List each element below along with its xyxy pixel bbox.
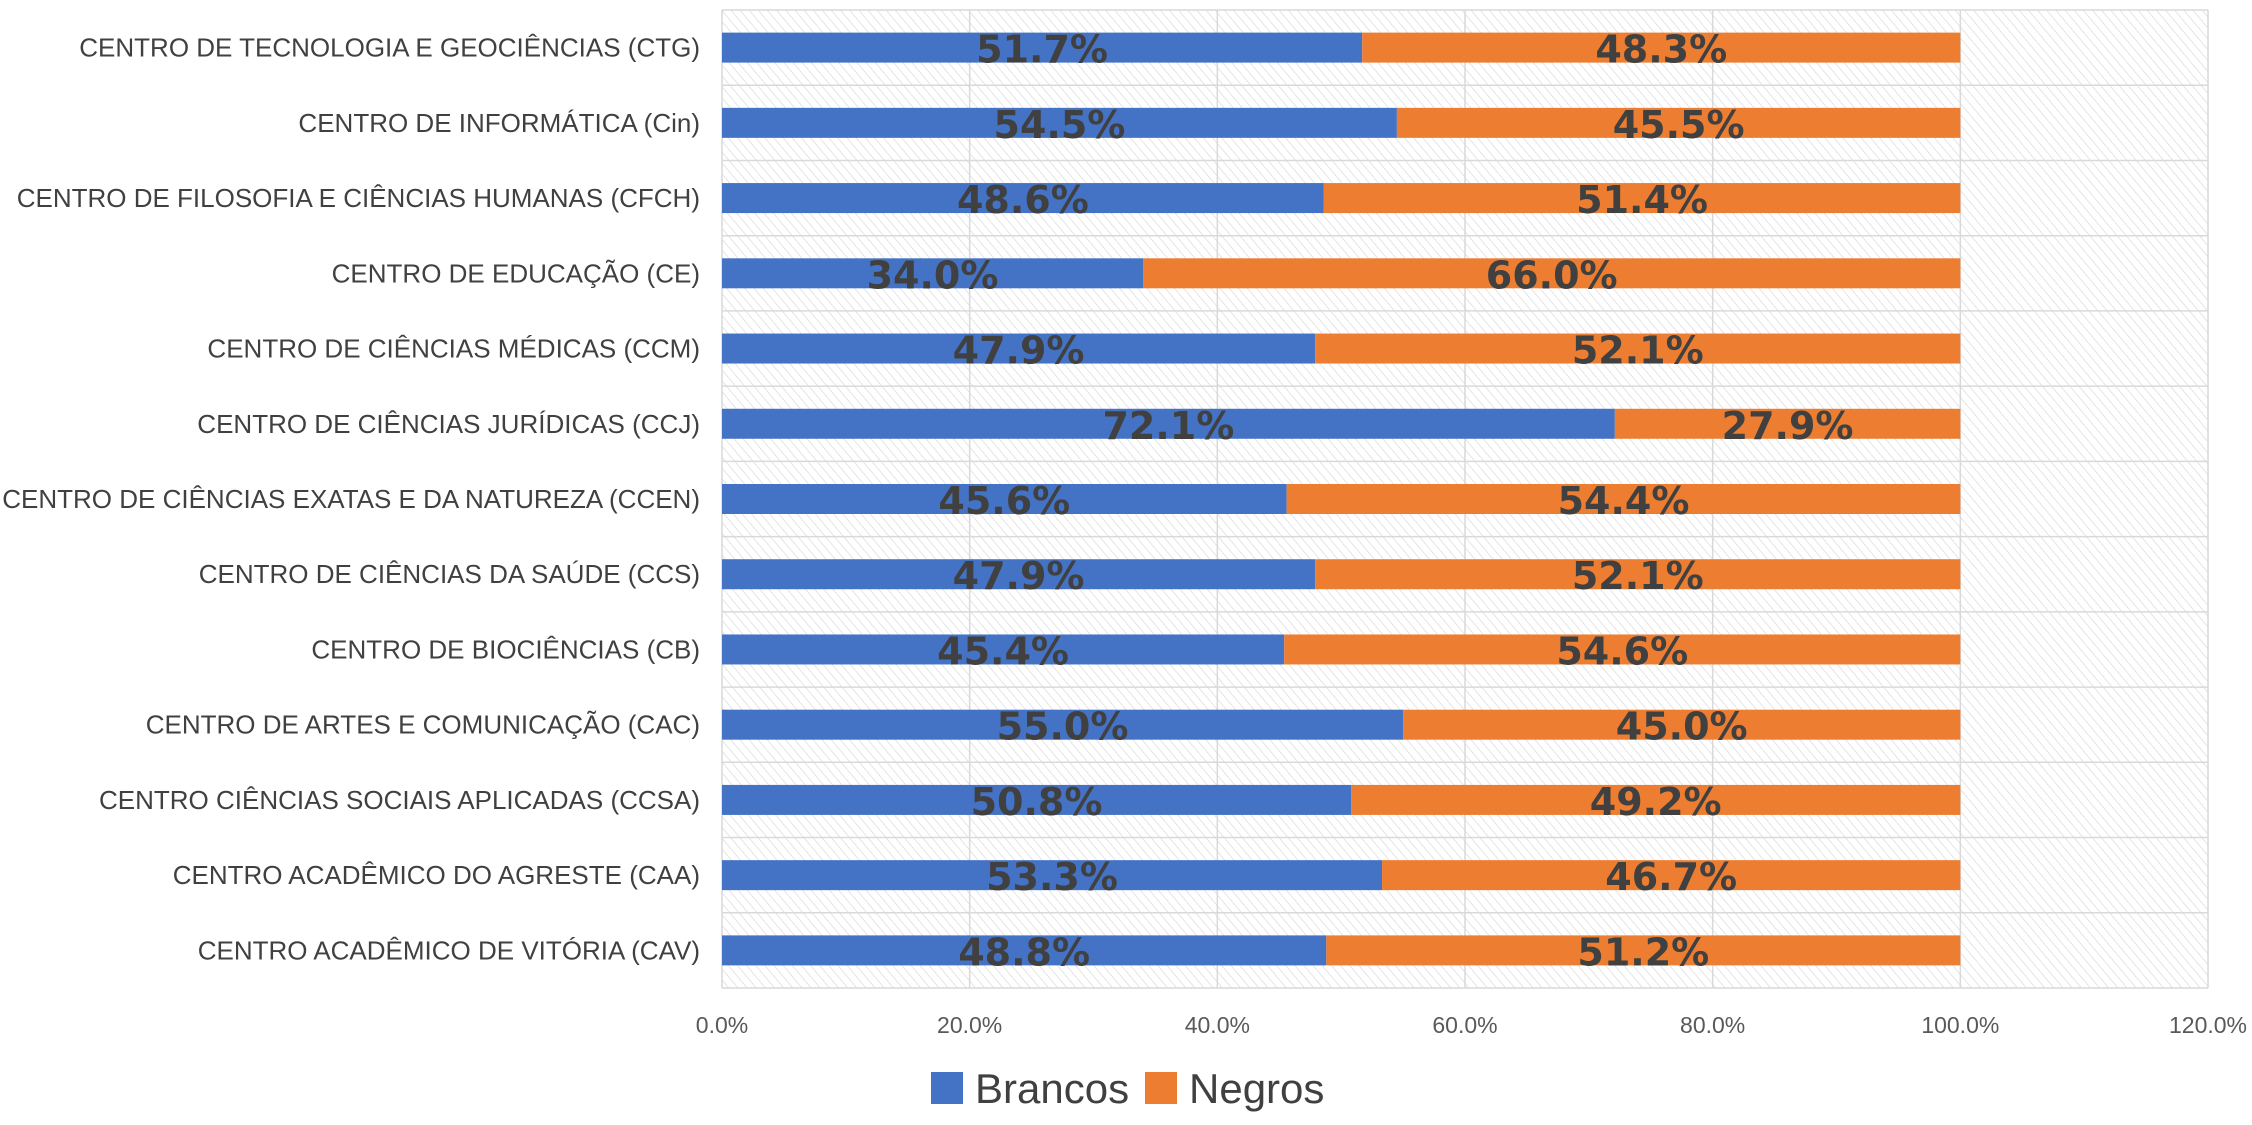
bar-negros bbox=[1315, 559, 1961, 590]
data-label-brancos: 55.0% bbox=[997, 705, 1129, 749]
data-label-brancos: 51.7% bbox=[976, 28, 1108, 72]
x-tick-label: 100.0% bbox=[1921, 1012, 1999, 1038]
bar-negros bbox=[1351, 784, 1961, 815]
category-label: CENTRO DE TECNOLOGIA E GEOCIÊNCIAS (CTG) bbox=[79, 33, 700, 63]
data-label-brancos: 47.9% bbox=[953, 554, 1085, 598]
data-label-negros: 54.6% bbox=[1556, 629, 1688, 673]
data-label-brancos: 47.9% bbox=[953, 329, 1085, 373]
bar-brancos bbox=[722, 559, 1316, 590]
bar-negros bbox=[1326, 935, 1961, 966]
bar-brancos bbox=[722, 634, 1285, 665]
bar-negros bbox=[1284, 634, 1961, 665]
bar-negros bbox=[1362, 32, 1961, 63]
category-label: CENTRO DE BIOCIÊNCIAS (CB) bbox=[311, 634, 700, 664]
data-label-brancos: 45.4% bbox=[937, 629, 1069, 673]
data-label-brancos: 34.0% bbox=[867, 253, 999, 297]
bar-negros bbox=[1382, 860, 1961, 891]
legend-label-negros: Negros bbox=[1189, 1065, 1324, 1112]
bar-brancos bbox=[722, 784, 1352, 815]
data-label-brancos: 45.6% bbox=[938, 479, 1070, 523]
legend-label-brancos: Brancos bbox=[975, 1065, 1129, 1112]
category-label: CENTRO CIÊNCIAS SOCIAIS APLICADAS (CCSA) bbox=[99, 785, 700, 815]
bar-brancos bbox=[722, 484, 1287, 514]
bar-negros bbox=[1315, 333, 1961, 364]
bar-brancos bbox=[722, 709, 1404, 740]
bar-negros bbox=[1286, 484, 1961, 514]
data-label-negros: 48.3% bbox=[1595, 28, 1727, 72]
x-tick-label: 80.0% bbox=[1680, 1012, 1745, 1038]
category-label: CENTRO DE FILOSOFIA E CIÊNCIAS HUMANAS (… bbox=[17, 183, 700, 213]
bar-brancos bbox=[722, 333, 1316, 364]
data-label-negros: 45.0% bbox=[1616, 705, 1748, 749]
bar-negros bbox=[1323, 183, 1961, 214]
bar-brancos bbox=[722, 935, 1327, 966]
x-tick-label: 40.0% bbox=[1185, 1012, 1250, 1038]
data-label-negros: 66.0% bbox=[1486, 253, 1618, 297]
category-label: CENTRO DE EDUCAÇÃO (CE) bbox=[332, 258, 700, 288]
legend-swatch-brancos bbox=[931, 1072, 963, 1104]
data-label-brancos: 48.6% bbox=[957, 178, 1089, 222]
data-label-brancos: 53.3% bbox=[986, 855, 1118, 899]
data-label-negros: 45.5% bbox=[1613, 103, 1745, 147]
data-label-negros: 51.4% bbox=[1576, 178, 1708, 222]
bar-negros bbox=[1143, 258, 1961, 289]
data-label-negros: 51.2% bbox=[1577, 930, 1709, 974]
legend-swatch-negros bbox=[1145, 1072, 1177, 1104]
x-axis-tick-labels: 0.0% 20.0% 40.0% 60.0% 80.0% 100.0% 120.0% bbox=[696, 1012, 2247, 1038]
category-label: CENTRO DE CIÊNCIAS DA SAÚDE (CCS) bbox=[199, 559, 700, 589]
category-label: CENTRO ACADÊMICO DO AGRESTE (CAA) bbox=[173, 860, 700, 890]
bar-brancos bbox=[722, 408, 1615, 439]
data-label-brancos: 54.5% bbox=[994, 103, 1126, 147]
category-label: CENTRO ACADÊMICO DE VITÓRIA (CAV) bbox=[198, 935, 700, 965]
data-label-negros: 46.7% bbox=[1605, 855, 1737, 899]
category-labels: CENTRO DE TECNOLOGIA E GEOCIÊNCIAS (CTG)… bbox=[2, 33, 700, 966]
data-label-brancos: 48.8% bbox=[958, 930, 1090, 974]
bar-brancos bbox=[722, 183, 1324, 214]
bar-brancos bbox=[722, 860, 1383, 891]
bar-negros bbox=[1614, 408, 1961, 439]
bar-brancos bbox=[722, 107, 1397, 138]
bar-negros bbox=[1403, 709, 1961, 740]
bar-brancos bbox=[722, 32, 1363, 63]
bar-brancos bbox=[722, 258, 1144, 289]
category-label: CENTRO DE CIÊNCIAS MÉDICAS (CCM) bbox=[207, 334, 700, 364]
legend: Brancos Negros bbox=[931, 1065, 1324, 1112]
data-label-brancos: 72.1% bbox=[1102, 404, 1234, 448]
x-tick-label: 20.0% bbox=[937, 1012, 1002, 1038]
bars bbox=[722, 32, 1961, 966]
data-label-negros: 54.4% bbox=[1558, 479, 1690, 523]
data-label-brancos: 50.8% bbox=[971, 780, 1103, 824]
data-label-negros: 52.1% bbox=[1572, 554, 1704, 598]
bar-negros bbox=[1396, 107, 1961, 138]
data-labels: 51.7% 48.3% 54.5% 45.5% 48.6% 51.4% 34.0% 66.0%… bbox=[867, 28, 1854, 975]
category-label: CENTRO DE CIÊNCIAS EXATAS E DA NATUREZA … bbox=[2, 484, 700, 514]
category-label: CENTRO DE CIÊNCIAS JURÍDICAS (CCJ) bbox=[197, 409, 700, 439]
data-label-negros: 27.9% bbox=[1722, 404, 1854, 448]
data-label-negros: 52.1% bbox=[1572, 329, 1704, 373]
x-tick-label: 60.0% bbox=[1432, 1012, 1497, 1038]
gridlines bbox=[721, 9, 2209, 989]
data-label-negros: 49.2% bbox=[1590, 780, 1722, 824]
x-tick-label: 120.0% bbox=[2169, 1012, 2247, 1038]
x-tick-label: 0.0% bbox=[696, 1012, 748, 1038]
category-label: CENTRO DE ARTES E COMUNICAÇÃO (CAC) bbox=[146, 710, 700, 740]
category-label: CENTRO DE INFORMÁTICA (Cin) bbox=[298, 108, 700, 138]
